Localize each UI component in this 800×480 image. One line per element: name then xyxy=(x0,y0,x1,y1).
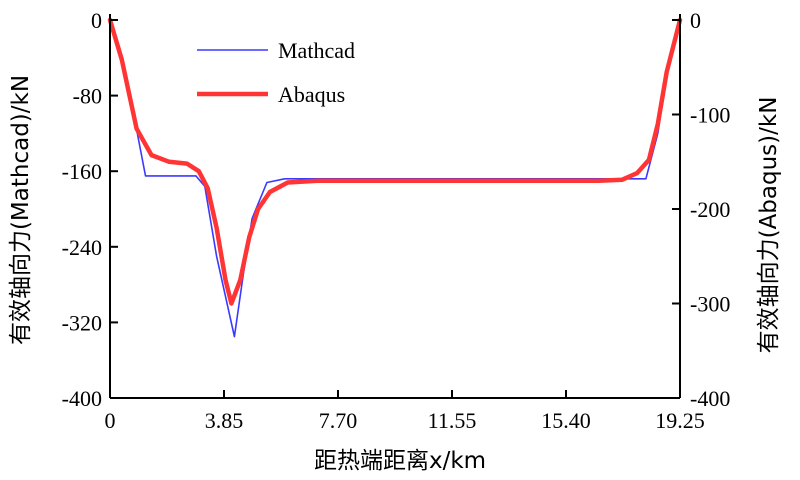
y-right-tick-label: -200 xyxy=(690,197,730,222)
x-tick-label: 7.70 xyxy=(319,408,358,433)
x-tick-label: 15.40 xyxy=(541,408,591,433)
y-left-tick-label: -80 xyxy=(73,84,102,109)
y-right-tick-label: -400 xyxy=(690,386,730,411)
x-axis-title: 距热端距离x/km xyxy=(314,448,486,474)
series-line-abaqus xyxy=(107,17,683,306)
legend: Mathcad Abaqus xyxy=(197,38,355,107)
x-tick-label: 3.85 xyxy=(205,408,244,433)
y-left-tick-label: -320 xyxy=(62,310,102,335)
plot-lines xyxy=(107,17,683,338)
legend-label-mathcad: Mathcad xyxy=(278,38,355,63)
x-tick-label: 19.25 xyxy=(655,408,705,433)
y-axis-title-left: 有效轴向力(Mathcad)/kN xyxy=(8,75,34,345)
y-left-tick-label: -240 xyxy=(62,235,102,260)
ticks: 0 3.85 7.70 11.55 15.40 19.25 0 -80 -160 -240 -320… xyxy=(62,8,731,433)
x-tick-label: 0 xyxy=(105,408,116,433)
y-axis-title-right: 有效轴向力(Abaqus)/kN xyxy=(756,97,782,354)
y-left-tick-label: -400 xyxy=(62,386,102,411)
y-right-tick-label: -100 xyxy=(690,103,730,128)
series-line-mathcad xyxy=(109,19,681,338)
y-left-tick-label: -160 xyxy=(62,159,102,184)
axes xyxy=(109,14,681,399)
y-right-tick-label: 0 xyxy=(690,8,701,33)
x-tick-label: 11.55 xyxy=(428,408,477,433)
legend-label-abaqus: Abaqus xyxy=(278,82,345,107)
y-left-tick-label: 0 xyxy=(91,8,102,33)
y-right-tick-label: -300 xyxy=(690,292,730,317)
